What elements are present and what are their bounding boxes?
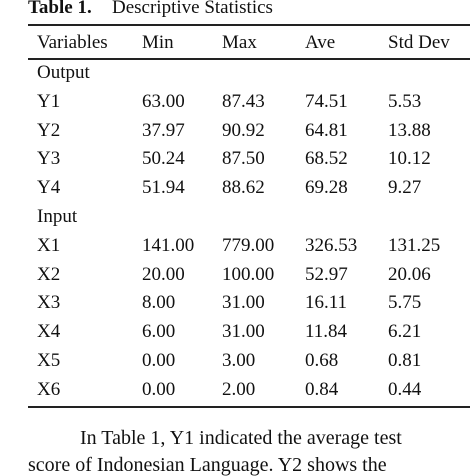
cell: 74.51: [305, 90, 348, 112]
cell: 3.00: [222, 350, 256, 371]
cell: 52.97: [305, 263, 348, 285]
cell: 50.24: [142, 148, 185, 170]
cell: 37.97: [142, 119, 185, 141]
cell: 11.84: [305, 321, 348, 343]
cell: 0.00: [142, 378, 176, 400]
row-label: X6: [37, 378, 61, 400]
row-label: Y2: [37, 119, 61, 141]
cell: 5.53: [388, 90, 422, 112]
row-label: X2: [37, 263, 61, 285]
cell: 90.92: [222, 119, 265, 141]
cell: 0.68: [305, 350, 339, 371]
cell: 69.28: [305, 177, 348, 199]
cell: 0.84: [305, 378, 339, 400]
cell: 51.94: [142, 177, 185, 199]
table-label: Table 1.: [28, 0, 92, 18]
cell: 10.12: [388, 148, 431, 170]
cell: 88.62: [222, 177, 265, 199]
cell: 20.00: [142, 263, 185, 285]
column-header: Ave: [305, 32, 336, 53]
cell: 31.00: [222, 321, 265, 343]
cell: 16.11: [305, 292, 348, 314]
cell: 141.00: [142, 234, 195, 256]
cell: 0.00: [142, 350, 176, 371]
cell: 326.53: [305, 234, 358, 256]
row-label: Y1: [37, 90, 61, 112]
cell: 5.75: [388, 292, 422, 314]
column-header: Min: [142, 32, 174, 53]
row-label: X4: [37, 321, 61, 343]
cell: 100.00: [222, 263, 275, 285]
cell: 131.25: [388, 234, 441, 256]
cell: 87.43: [222, 90, 265, 112]
column-header: Variables: [37, 32, 108, 53]
row-label: X1: [37, 234, 61, 256]
column-header: Std Dev: [388, 32, 450, 53]
column-header: Max: [222, 32, 257, 53]
cell: 20.06: [388, 263, 431, 285]
cell: 0.81: [388, 350, 422, 371]
cell: 0.44: [388, 378, 422, 400]
row-label: X5: [37, 350, 61, 371]
cell: 9.27: [388, 177, 422, 199]
bottom-rule: [28, 406, 470, 408]
cell: 779.00: [222, 234, 275, 256]
table-title: Descriptive Statistics: [112, 0, 273, 18]
header-rule: [28, 58, 470, 60]
cell: 13.88: [388, 119, 431, 141]
row-label: Y4: [37, 177, 61, 199]
row-label: Y3: [37, 148, 61, 170]
cell: 31.00: [222, 292, 265, 314]
cell: 87.50: [222, 148, 265, 170]
group-label: Output: [37, 62, 90, 83]
top-rule: [28, 24, 470, 26]
cell: 6.21: [388, 321, 422, 343]
paragraph-line: In Table 1, Y1 indicated the average tes…: [80, 427, 402, 449]
cell: 63.00: [142, 90, 185, 112]
cell: 2.00: [222, 378, 256, 400]
cell: 8.00: [142, 292, 176, 314]
group-label: Input: [37, 206, 78, 227]
paragraph-line: score of Indonesian Language. Y2 shows t…: [28, 454, 387, 476]
cell: 64.81: [305, 119, 348, 141]
cell: 6.00: [142, 321, 176, 343]
row-label: X3: [37, 292, 61, 314]
cell: 68.52: [305, 148, 348, 170]
